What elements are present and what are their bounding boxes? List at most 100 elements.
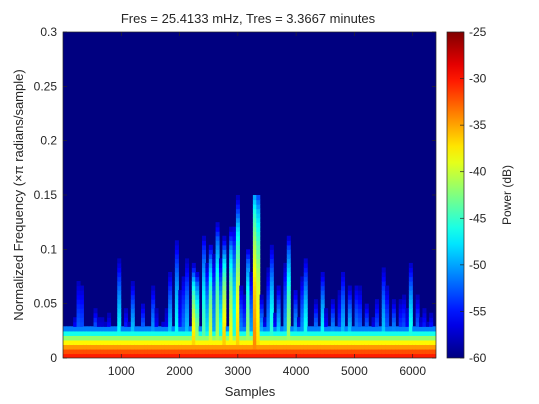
heatmap-cell <box>344 339 349 346</box>
heatmap-cell <box>388 344 393 350</box>
heatmap-cell <box>140 312 145 318</box>
heatmap-cell <box>215 308 220 314</box>
heatmap-cell <box>174 276 179 282</box>
heatmap-cell <box>208 271 213 278</box>
heatmap-cell <box>364 321 369 327</box>
heatmap-cell <box>79 317 84 323</box>
heatmap-cell <box>364 312 369 318</box>
heatmap-cell <box>398 330 403 336</box>
heatmap-cell <box>93 339 98 346</box>
heatmap-cell <box>171 339 176 346</box>
heatmap-cell <box>269 353 274 358</box>
y-tick-label: 0.3 <box>40 25 57 39</box>
heatmap-cell <box>300 330 305 336</box>
heatmap-cell <box>181 321 186 327</box>
heatmap-cell <box>286 353 291 358</box>
heatmap-cell <box>300 312 305 318</box>
heatmap-cell <box>381 271 386 278</box>
heatmap-cell <box>408 271 413 278</box>
heatmap-cell <box>368 339 373 346</box>
heatmap-cell <box>154 312 159 318</box>
heatmap-cell <box>381 299 386 305</box>
heatmap-cell <box>222 258 227 264</box>
heatmap-cell <box>202 258 207 264</box>
heatmap-cell <box>286 308 291 314</box>
heatmap-cell <box>76 281 81 287</box>
heatmap-cell <box>205 290 210 296</box>
heatmap-cell <box>378 335 383 341</box>
heatmap-cell <box>168 285 173 291</box>
heatmap-cell <box>307 344 312 350</box>
heatmap-cell <box>76 285 81 291</box>
heatmap-cell <box>120 326 125 332</box>
heatmap-cell <box>286 258 291 264</box>
heatmap-cell <box>188 326 193 332</box>
heatmap-cell <box>222 240 227 246</box>
heatmap-cell <box>195 317 200 323</box>
heatmap-cell <box>395 339 400 346</box>
heatmap-cell <box>385 299 390 305</box>
heatmap-cell <box>222 262 227 269</box>
heatmap-cell <box>222 326 227 332</box>
heatmap-cell <box>412 339 417 346</box>
heatmap-cell <box>286 290 291 296</box>
heatmap-cell <box>202 326 207 332</box>
heatmap-cell <box>225 344 230 350</box>
heatmap-cell <box>174 321 179 327</box>
heatmap-cell <box>140 348 145 355</box>
heatmap-cell <box>252 303 257 309</box>
heatmap-cell <box>256 222 261 228</box>
heatmap-cell <box>76 348 81 355</box>
heatmap-cell <box>347 299 352 305</box>
heatmap-cell <box>202 290 207 296</box>
heatmap-cell <box>229 226 234 232</box>
heatmap-cell <box>168 330 173 336</box>
heatmap-cell <box>252 262 257 269</box>
heatmap-cell <box>344 335 349 341</box>
heatmap-cell <box>171 330 176 336</box>
heatmap-cell <box>313 326 318 332</box>
heatmap-cell <box>327 353 332 358</box>
heatmap-cell <box>76 330 81 336</box>
heatmap-cell <box>147 353 152 358</box>
heatmap-cell <box>276 299 281 305</box>
heatmap-cell <box>246 321 251 327</box>
heatmap-cell <box>140 344 145 350</box>
heatmap-cell <box>324 326 329 332</box>
heatmap-cell <box>235 348 240 355</box>
heatmap-cell <box>415 326 420 332</box>
heatmap-cell <box>415 321 420 327</box>
heatmap-cell <box>151 321 156 327</box>
heatmap-cell <box>117 271 122 278</box>
heatmap-cell <box>191 308 196 314</box>
heatmap-cell <box>432 344 436 350</box>
heatmap-cell <box>361 339 366 346</box>
heatmap-cell <box>202 276 207 282</box>
heatmap-cell <box>425 344 430 350</box>
heatmap-cell <box>374 299 379 305</box>
heatmap-cell <box>263 326 268 332</box>
heatmap-cell <box>161 344 166 350</box>
heatmap-cell <box>202 253 207 259</box>
heatmap-cell <box>218 285 223 291</box>
heatmap-cell <box>73 317 78 323</box>
heatmap-cell <box>76 326 81 332</box>
heatmap-cell <box>425 353 430 358</box>
heatmap-cell <box>415 299 420 305</box>
heatmap-cell <box>198 339 203 346</box>
heatmap-cell <box>256 276 261 282</box>
heatmap-cell <box>76 299 81 305</box>
heatmap-cell <box>130 290 135 296</box>
heatmap-cell <box>266 271 271 278</box>
heatmap-cell <box>235 262 240 269</box>
heatmap-cell <box>178 339 183 346</box>
heatmap-cell <box>171 348 176 355</box>
heatmap-cell <box>351 344 356 350</box>
heatmap-cell <box>164 330 169 336</box>
heatmap-cell <box>202 299 207 305</box>
heatmap-cell <box>347 335 352 341</box>
heatmap-cell <box>303 339 308 346</box>
heatmap-cell <box>69 326 74 332</box>
heatmap-cell <box>235 253 240 259</box>
heatmap-cell <box>232 317 237 323</box>
